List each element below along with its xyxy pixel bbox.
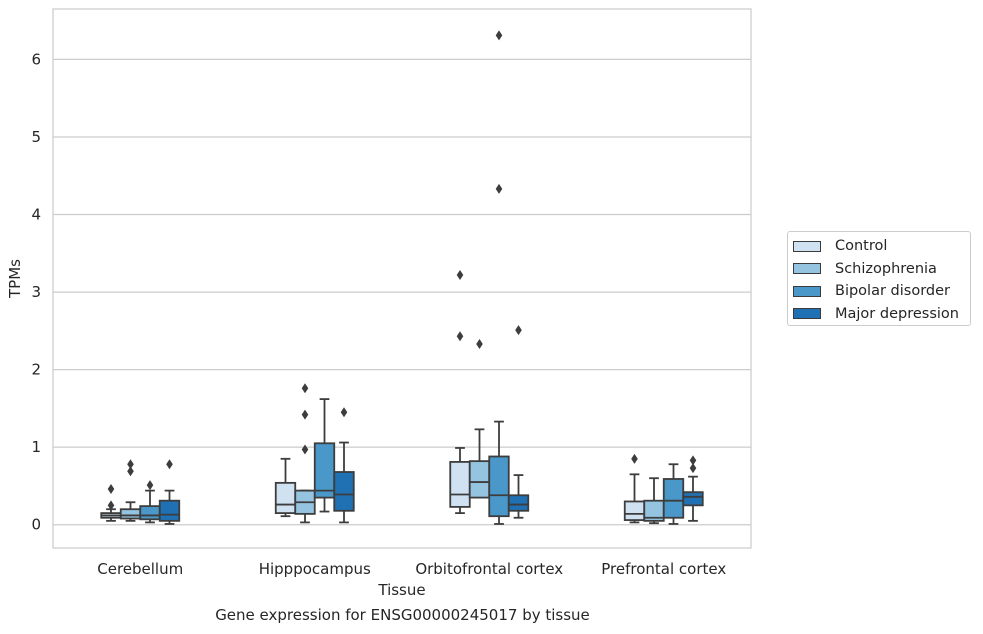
- box-iqr: [274, 481, 297, 515]
- box-major-depression-1: [333, 407, 355, 524]
- outlier-point: [631, 453, 638, 464]
- box-iqr: [507, 494, 530, 512]
- box-major-depression-3: [682, 455, 704, 522]
- x-axis-label: Tissue: [377, 581, 425, 599]
- outlier-point: [340, 407, 348, 418]
- y-tick-label: 4: [31, 206, 41, 224]
- outlier-point: [127, 466, 134, 477]
- box-iqr: [488, 455, 510, 518]
- outlier-point: [689, 463, 697, 474]
- box-iqr: [158, 499, 181, 522]
- box-major-depression-0: [158, 459, 181, 525]
- legend-item: Schizophrenia: [793, 260, 937, 278]
- legend: Control Schizophrenia Bipolar disorder Majo…: [787, 231, 971, 326]
- box-schizophrenia-2: [468, 339, 491, 499]
- y-axis-ticks: 0 1 2 3 4 5 6: [31, 50, 41, 533]
- outlier-point: [146, 480, 154, 491]
- box-iqr: [333, 471, 355, 512]
- outlier-point: [476, 339, 483, 350]
- legend-swatch: [793, 285, 821, 297]
- figure-caption: Gene expression for ENSG00000245017 by t…: [215, 606, 590, 624]
- outlier-point: [495, 30, 503, 41]
- box-control-3: [623, 453, 646, 524]
- x-tick-label: Prefrontal cortex: [601, 560, 726, 578]
- outlier-point: [301, 444, 309, 455]
- box-schizophrenia-3: [643, 477, 665, 525]
- legend-item: Major depression: [793, 305, 959, 323]
- outlier-point: [515, 325, 522, 336]
- outlier-point: [301, 409, 309, 420]
- box-iqr: [139, 505, 161, 521]
- legend-swatch: [793, 308, 821, 319]
- y-axis-label: TPMs: [6, 259, 24, 299]
- outlier-point: [456, 270, 464, 281]
- y-tick-label: 2: [31, 361, 41, 379]
- outlier-point: [301, 383, 309, 394]
- box-schizophrenia-0: [119, 459, 142, 522]
- x-tick-label: Cerebellum: [97, 560, 183, 578]
- gridlines: [53, 58, 751, 526]
- legend-swatch: [793, 240, 821, 252]
- box-iqr: [468, 460, 491, 499]
- box-schizophrenia-1: [294, 383, 316, 524]
- x-axis-ticks: Cerebellum Hipppocampus Orbitofrontal cort…: [97, 560, 726, 578]
- outlier-point: [495, 183, 503, 194]
- plot-area-frame: [52, 8, 752, 549]
- box-bipolar-disorder-1: [313, 398, 336, 513]
- legend-item: Control: [793, 237, 887, 255]
- box-iqr: [623, 500, 646, 521]
- outlier-point: [107, 500, 115, 511]
- outlier-point: [689, 455, 697, 466]
- outlier-point: [166, 459, 173, 470]
- outlier-point: [456, 331, 464, 342]
- x-tick-label: Orbitofrontal cortex: [415, 560, 563, 578]
- outlier-point: [127, 459, 134, 470]
- box-plot-series: [100, 30, 704, 525]
- box-control-2: [449, 270, 471, 515]
- box-control-0: [100, 484, 122, 522]
- legend-label: Schizophrenia: [835, 260, 937, 277]
- x-tick-label: Hipppocampus: [259, 560, 371, 578]
- box-bipolar-disorder-2: [488, 30, 510, 525]
- outlier-point: [107, 484, 115, 495]
- box-iqr: [449, 461, 471, 508]
- box-bipolar-disorder-0: [139, 480, 161, 524]
- box-major-depression-2: [507, 325, 530, 519]
- y-tick-label: 0: [31, 516, 41, 534]
- box-iqr: [119, 508, 142, 520]
- legend-label: Control: [835, 238, 888, 254]
- y-tick-label: 3: [31, 283, 41, 301]
- box-bipolar-disorder-3: [662, 463, 685, 525]
- box-iqr: [313, 442, 336, 499]
- legend-item: Bipolar disorder: [793, 282, 950, 300]
- legend-label: Bipolar disorder: [835, 283, 950, 299]
- box-iqr: [682, 491, 704, 507]
- y-tick-label: 6: [31, 50, 41, 68]
- y-tick-label: 5: [31, 128, 41, 146]
- box-control-1: [274, 457, 297, 518]
- y-tick-label: 1: [31, 438, 41, 456]
- box-iqr: [662, 478, 685, 519]
- legend-label: Major depression: [835, 305, 959, 322]
- legend-swatch: [793, 263, 821, 274]
